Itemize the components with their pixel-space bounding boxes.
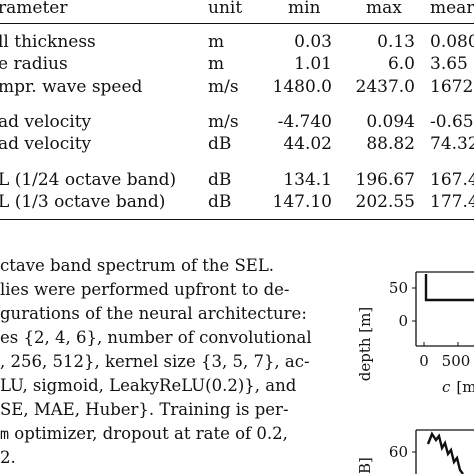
min-cell: 147.10 xyxy=(272,192,332,212)
sound-speed-profile-figure: depth [m] 50 0 0 500 c [m xyxy=(356,271,474,396)
max-cell: 202.55 xyxy=(355,192,415,212)
level-curve xyxy=(426,431,464,474)
mean-cell: 167.4 xyxy=(430,170,474,190)
max-cell: 0.13 xyxy=(377,32,415,52)
x-tick-label: 0 xyxy=(419,352,429,370)
body-line-rest: optimizer, dropout at rate of 0.2, xyxy=(14,424,288,443)
y-tick-label: 60 xyxy=(389,443,408,461)
unit-cell: dB xyxy=(208,192,232,212)
param-cell: L (1/3 octave band) xyxy=(0,192,166,212)
param-cell: mpr. wave speed xyxy=(0,77,143,97)
param-cell: L (1/24 octave band) xyxy=(0,170,177,190)
mean-cell: 0.080 xyxy=(430,32,474,52)
body-line: ctave band spectrum of the SEL. xyxy=(0,256,275,275)
level-profile-figure: B] 60 xyxy=(356,429,474,474)
mean-cell: 3.65 xyxy=(430,54,468,74)
mean-cell: -0.65 xyxy=(430,112,474,132)
level-axis-label-fragment: B] xyxy=(356,457,374,474)
col-header-max: max xyxy=(366,0,402,18)
max-cell: 6.0 xyxy=(387,54,415,74)
max-cell: 88.82 xyxy=(366,134,415,154)
min-cell: 134.1 xyxy=(283,170,332,190)
body-line: , 256, 512}, kernel size {3, 5, 7}, ac- xyxy=(0,352,310,371)
body-line: gurations of the neural architecture: xyxy=(0,304,307,323)
mean-cell: 177.4 xyxy=(430,192,474,212)
param-cell: e radius xyxy=(0,54,68,74)
header-rule xyxy=(0,23,474,24)
unit-cell: m xyxy=(208,32,225,52)
body-line: 2. xyxy=(0,448,16,467)
param-cell: ll thickness xyxy=(0,32,96,52)
unit-cell: m xyxy=(208,54,225,74)
max-cell: 2437.0 xyxy=(355,77,415,97)
param-cell: ad velocity xyxy=(0,134,92,154)
col-header-unit: unit xyxy=(208,0,243,18)
col-header-parameter: rameter xyxy=(0,0,68,18)
code-fragment: m xyxy=(0,425,10,443)
body-line: lies were performed upfront to de- xyxy=(0,280,290,299)
depth-axis-label: depth [m] xyxy=(356,307,374,381)
min-cell: 1.01 xyxy=(294,54,332,74)
body-line: LU, sigmoid, LeakyReLU(0.2)}, and xyxy=(0,376,297,395)
min-cell: -4.740 xyxy=(277,112,332,132)
col-header-min: min xyxy=(288,0,321,18)
min-cell: 44.02 xyxy=(283,134,332,154)
body-line: m optimizer, dropout at rate of 0.2, xyxy=(0,422,288,446)
mean-cell: 1672.0 xyxy=(430,77,474,97)
x-tick-label: 500 xyxy=(442,352,471,370)
body-line: es {2, 4, 6}, number of convolutional xyxy=(0,328,312,347)
unit-cell: dB xyxy=(208,170,232,190)
min-cell: 1480.0 xyxy=(272,77,332,97)
profile-line xyxy=(424,274,474,302)
bottom-rule xyxy=(0,219,474,220)
x-axis-label: c [m xyxy=(442,378,474,396)
max-cell: 0.094 xyxy=(366,112,415,132)
min-cell: 0.03 xyxy=(294,32,332,52)
mean-cell: 74.32 xyxy=(430,134,474,154)
unit-cell: dB xyxy=(208,134,232,154)
unit-cell: m/s xyxy=(208,112,239,132)
unit-cell: m/s xyxy=(208,77,239,97)
col-header-mean: mear xyxy=(430,0,474,18)
body-line: SE, MAE, Huber}. Training is per- xyxy=(0,400,289,419)
y-tick-label: 0 xyxy=(398,312,408,330)
y-tick-label: 50 xyxy=(389,279,408,297)
param-cell: ad velocity xyxy=(0,112,92,132)
max-cell: 196.67 xyxy=(355,170,415,190)
